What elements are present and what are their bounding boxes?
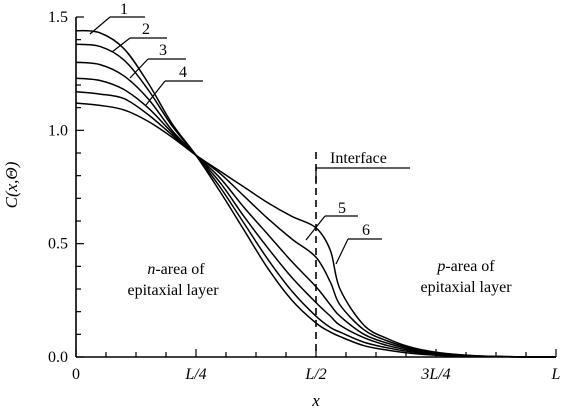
curves xyxy=(75,29,557,358)
curve-label-leader xyxy=(145,80,166,106)
x-axis-title: x xyxy=(311,391,320,408)
x-tick-label: L xyxy=(551,366,561,383)
n-area-rest: -area of xyxy=(155,261,205,278)
x-tick-label: 3L/4 xyxy=(420,366,450,383)
curve-label-leader xyxy=(89,16,111,35)
curve-label-leader xyxy=(129,58,149,79)
curve-6 xyxy=(75,102,557,358)
x-tick-label: L/2 xyxy=(304,366,326,383)
curve-label-leader xyxy=(111,37,131,53)
y-tick-label: 1.5 xyxy=(48,9,68,26)
p-area-label-line2: epitaxial layer xyxy=(420,279,512,296)
p-area-rest: -area of xyxy=(445,258,495,275)
n-area-label: n-area of xyxy=(147,261,205,278)
x-tick-label: L/4 xyxy=(184,366,206,383)
y-axis-title: C(x,Θ) xyxy=(2,161,21,208)
y-tick-label: 0.5 xyxy=(48,236,68,253)
curve-label-3: 3 xyxy=(159,42,167,59)
x-tick-label: 0 xyxy=(72,366,80,383)
curve-label-leader xyxy=(335,238,349,265)
axes: 0 L/4 L/2 3L/4 L 0.0 0.5 1.0 1.5 xyxy=(48,9,561,383)
curve-label-1: 1 xyxy=(120,1,128,18)
y-tick-label: 0.0 xyxy=(48,349,68,366)
curve-label-6: 6 xyxy=(362,222,370,239)
curve-label-4: 4 xyxy=(179,64,187,81)
y-tick-label: 1.0 xyxy=(48,122,68,139)
curve-label-5: 5 xyxy=(338,200,346,217)
curve-label-leader xyxy=(305,215,326,241)
n-area-italic: n xyxy=(147,261,155,278)
p-area-label: p-area of xyxy=(436,258,495,275)
p-area-italic: p xyxy=(436,258,445,275)
interface-label: Interface xyxy=(330,150,387,167)
n-area-label-line2: epitaxial layer xyxy=(127,282,219,299)
curve-label-2: 2 xyxy=(142,21,150,38)
